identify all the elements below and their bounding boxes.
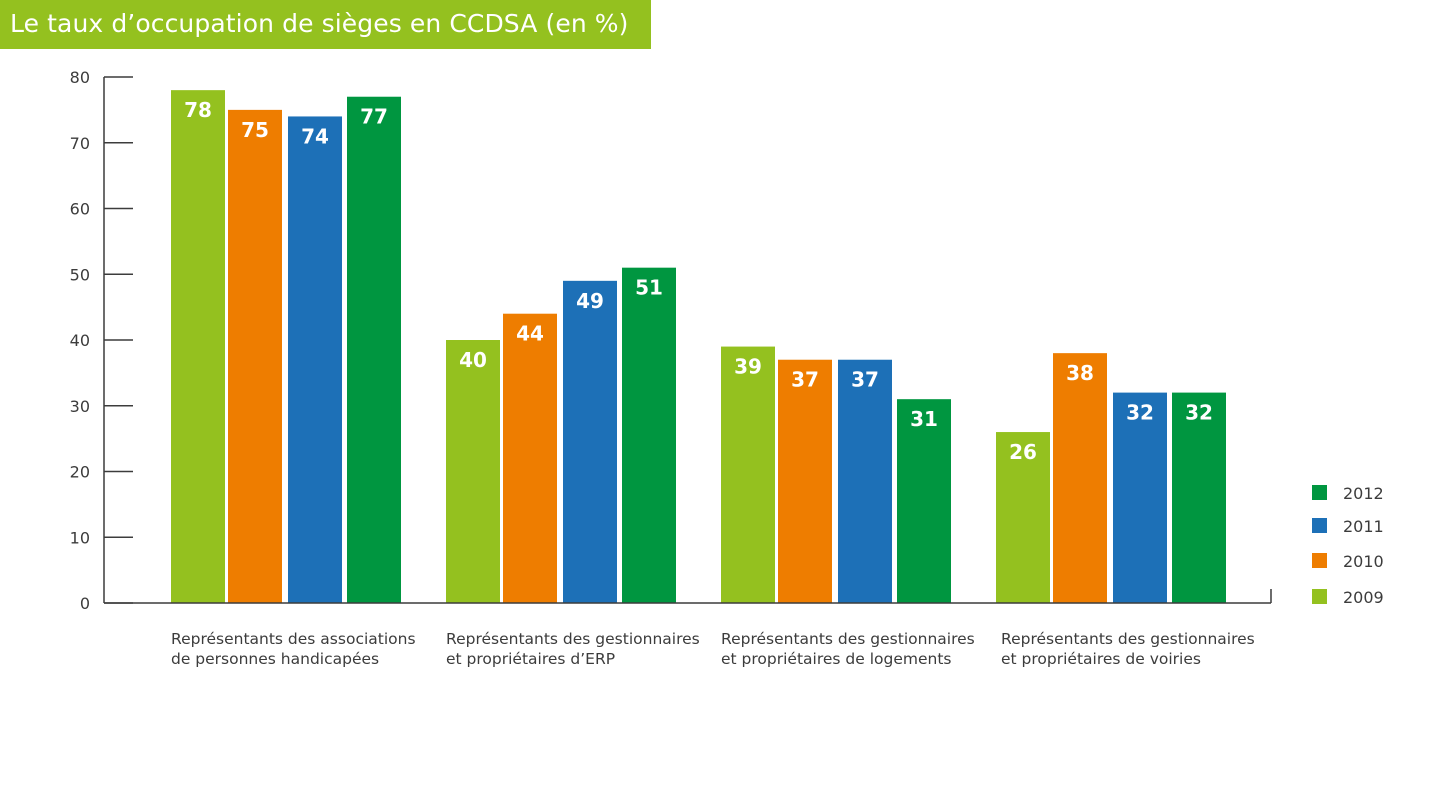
y-tick-label: 60 [70, 200, 90, 219]
data-label-2009-group-2: 40 [459, 348, 487, 372]
legend-label-2009: 2009 [1343, 588, 1384, 607]
category-label-1-line-1: Représentants des associations [171, 630, 416, 648]
legend: 2012 2011 2010 2009 [1312, 484, 1384, 607]
y-tick-label: 0 [80, 594, 90, 613]
title-banner: Le taux d’occupation de sièges en CCDSA … [0, 0, 651, 49]
data-label-2011-group-1: 74 [301, 124, 329, 148]
data-label-2012-group-1: 77 [360, 105, 388, 129]
bar-groups: 78 75 74 77 40 44 49 51 39 37 37 31 26 38 32 32 [171, 90, 1226, 603]
data-label-2010-group-3: 37 [791, 368, 819, 392]
bar-2010-group-3 [778, 359, 832, 603]
data-label-2009-group-4: 26 [1009, 440, 1037, 464]
data-label-2012-group-2: 51 [635, 276, 663, 300]
data-label-2011-group-2: 49 [576, 289, 604, 313]
bar-2012-group-2 [622, 267, 676, 603]
category-label-3-line-1: Représentants des gestionnaires [721, 630, 975, 648]
category-label-4-line-2: et propriétaires de voiries [1001, 650, 1201, 668]
category-label-4-line-1: Représentants des gestionnaires [1001, 630, 1255, 648]
category-label-1-line-2: de personnes handicapées [171, 650, 379, 668]
legend-label-2011: 2011 [1343, 517, 1384, 536]
legend-swatch-2009 [1312, 589, 1327, 604]
legend-label-2010: 2010 [1343, 552, 1384, 571]
bar-2012-group-3 [897, 399, 951, 603]
data-label-2009-group-1: 78 [184, 98, 212, 122]
bar-2010-group-1 [228, 109, 282, 603]
bar-2012-group-4 [1172, 392, 1226, 603]
bar-2009-group-2 [446, 340, 500, 603]
legend-label-2012: 2012 [1343, 484, 1384, 503]
category-labels: Représentants des associations de personn… [171, 630, 1255, 668]
y-tick-label: 50 [70, 265, 90, 284]
data-label-2010-group-4: 38 [1066, 361, 1094, 385]
bar-2011-group-2 [563, 280, 617, 603]
legend-swatch-2010 [1312, 553, 1327, 568]
y-axis: 0 10 20 30 40 50 60 70 80 [70, 68, 133, 613]
x-axis [104, 589, 1272, 604]
bar-2009-group-3 [721, 346, 775, 603]
category-label-2-line-2: et propriétaires d’ERP [446, 650, 615, 668]
bar-2011-group-1 [288, 116, 342, 603]
category-label-2-line-1: Représentants des gestionnaires [446, 630, 700, 648]
bar-2012-group-1 [347, 96, 401, 603]
data-label-2010-group-2: 44 [516, 322, 544, 346]
data-label-2011-group-3: 37 [851, 368, 879, 392]
bar-2011-group-3 [838, 359, 892, 603]
data-label-2012-group-4: 32 [1185, 401, 1213, 425]
y-tick-label: 70 [70, 134, 90, 153]
y-tick-label: 10 [70, 528, 90, 547]
chart-title: Le taux d’occupation de sièges en CCDSA … [10, 9, 629, 38]
category-label-3-line-2: et propriétaires de logements [721, 650, 951, 668]
y-tick-label: 20 [70, 463, 90, 482]
y-tick-label: 30 [70, 397, 90, 416]
legend-swatch-2011 [1312, 518, 1327, 533]
bar-2010-group-2 [503, 313, 557, 603]
y-tick-label: 40 [70, 331, 90, 350]
bar-2010-group-4 [1053, 353, 1107, 603]
bar-2011-group-4 [1113, 392, 1167, 603]
data-label-2012-group-3: 31 [910, 407, 938, 431]
data-label-2009-group-3: 39 [734, 355, 762, 379]
legend-swatch-2012 [1312, 485, 1327, 500]
bar-2009-group-1 [171, 90, 225, 603]
y-tick-label: 80 [70, 68, 90, 87]
data-label-2010-group-1: 75 [241, 118, 269, 142]
bar-2009-group-4 [996, 432, 1050, 603]
data-label-2011-group-4: 32 [1126, 401, 1154, 425]
